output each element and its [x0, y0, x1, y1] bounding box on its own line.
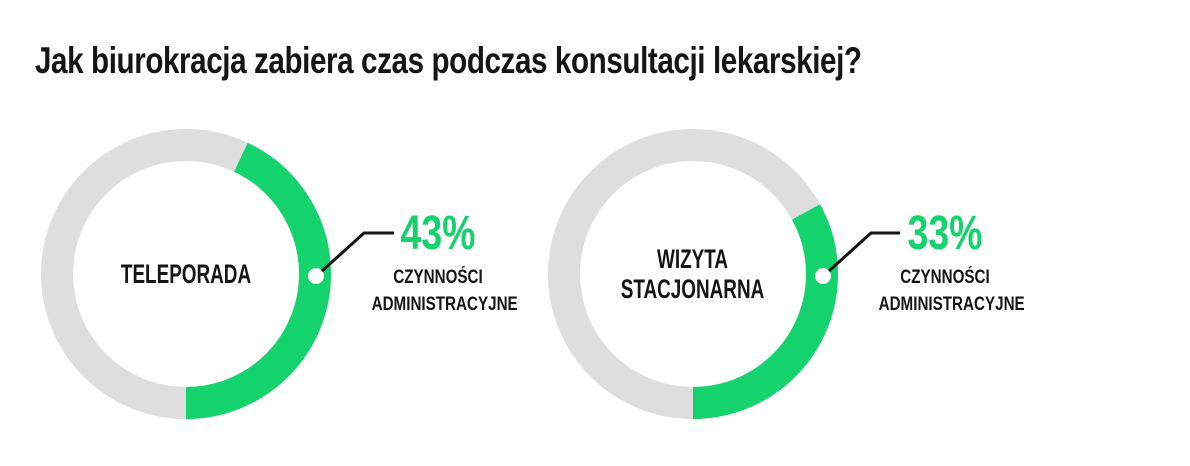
value-percentage: 33% [907, 207, 983, 260]
callout-label-line: CZYNNOŚCI [393, 267, 483, 288]
donut-ring-svg [548, 129, 838, 419]
callout-dot-marker [308, 268, 324, 284]
callout-wizyta-stacjonarna: 33% CZYNNOŚCI ADMINISTRACYJNE [862, 210, 1028, 317]
donut-center-label-line: WIZYTA [657, 244, 729, 274]
value-percentage: 43% [400, 207, 476, 260]
donut-center-label-line: TELEPORADA [120, 259, 252, 289]
donut-chart-wizyta-stacjonarna: WIZYTA STACJONARNA [548, 129, 838, 419]
callout-label-line: ADMINISTRACYJNE [371, 294, 518, 315]
donut-chart-teleporada: TELEPORADA [41, 129, 331, 419]
callout-label-line: CZYNNOŚCI [900, 267, 990, 288]
callout-label-line: ADMINISTRACYJNE [878, 294, 1025, 315]
donut-center-label-line: STACJONARNA [621, 274, 765, 304]
donut-ring-svg [41, 129, 331, 419]
callout-teleporada: 43% CZYNNOŚCI ADMINISTRACYJNE [355, 210, 521, 317]
callout-dot-marker [815, 268, 831, 284]
page-title: Jak biurokracja zabiera czas podczas kon… [35, 40, 862, 81]
donut-center-label: WIZYTA STACJONARNA [548, 129, 838, 419]
donut-center-label: TELEPORADA [41, 129, 331, 419]
